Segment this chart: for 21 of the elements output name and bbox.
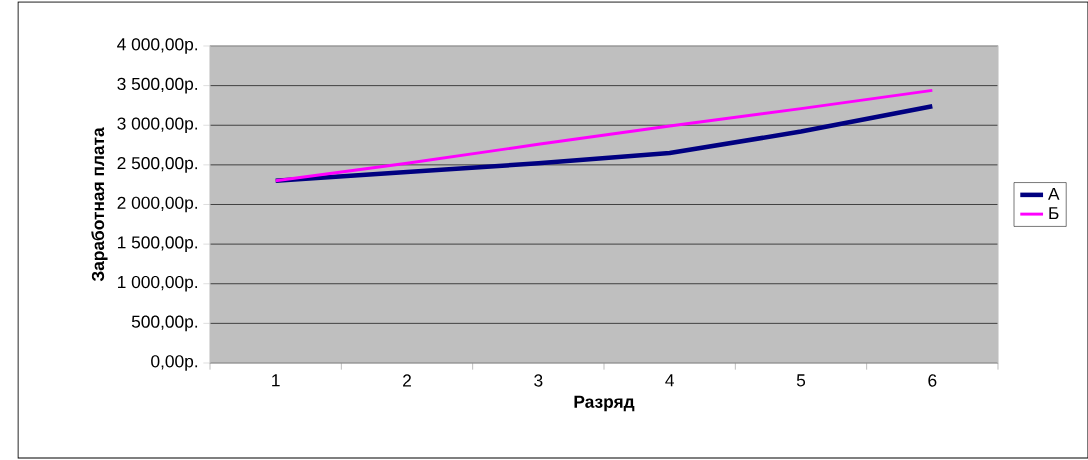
x-tick-label: 2 [403,374,411,387]
x-tick-label: 1 [272,374,280,387]
x-tick-label: 5 [796,374,806,387]
y-tick-label: 4 000,00р. [117,38,198,54]
y-tick-label: 500,00р. [131,315,198,332]
legend-label: А [1048,187,1060,200]
y-tick-label: 1 500,00р. [118,236,198,252]
y-axis-title: Заработная плата [91,127,108,282]
x-tick-label: 4 [665,374,674,387]
x-axis-title: Разряд [574,395,635,412]
line-series [273,103,935,183]
y-tick-label: 2 500,00р. [117,157,198,173]
y-tick-label: 3 000,00р. [117,117,198,134]
y-tick-label: 2 000,00р. [117,196,198,213]
x-tick-label: 3 [534,374,543,387]
y-tick-label: 1 000,00р. [118,275,198,292]
y-tick-label: 0,00р. [151,355,198,371]
y-tick-label: 3 500,00р. [117,77,198,94]
legend-label: Б [1049,207,1059,220]
line-series [274,88,934,183]
x-tick-label: 6 [928,374,937,387]
